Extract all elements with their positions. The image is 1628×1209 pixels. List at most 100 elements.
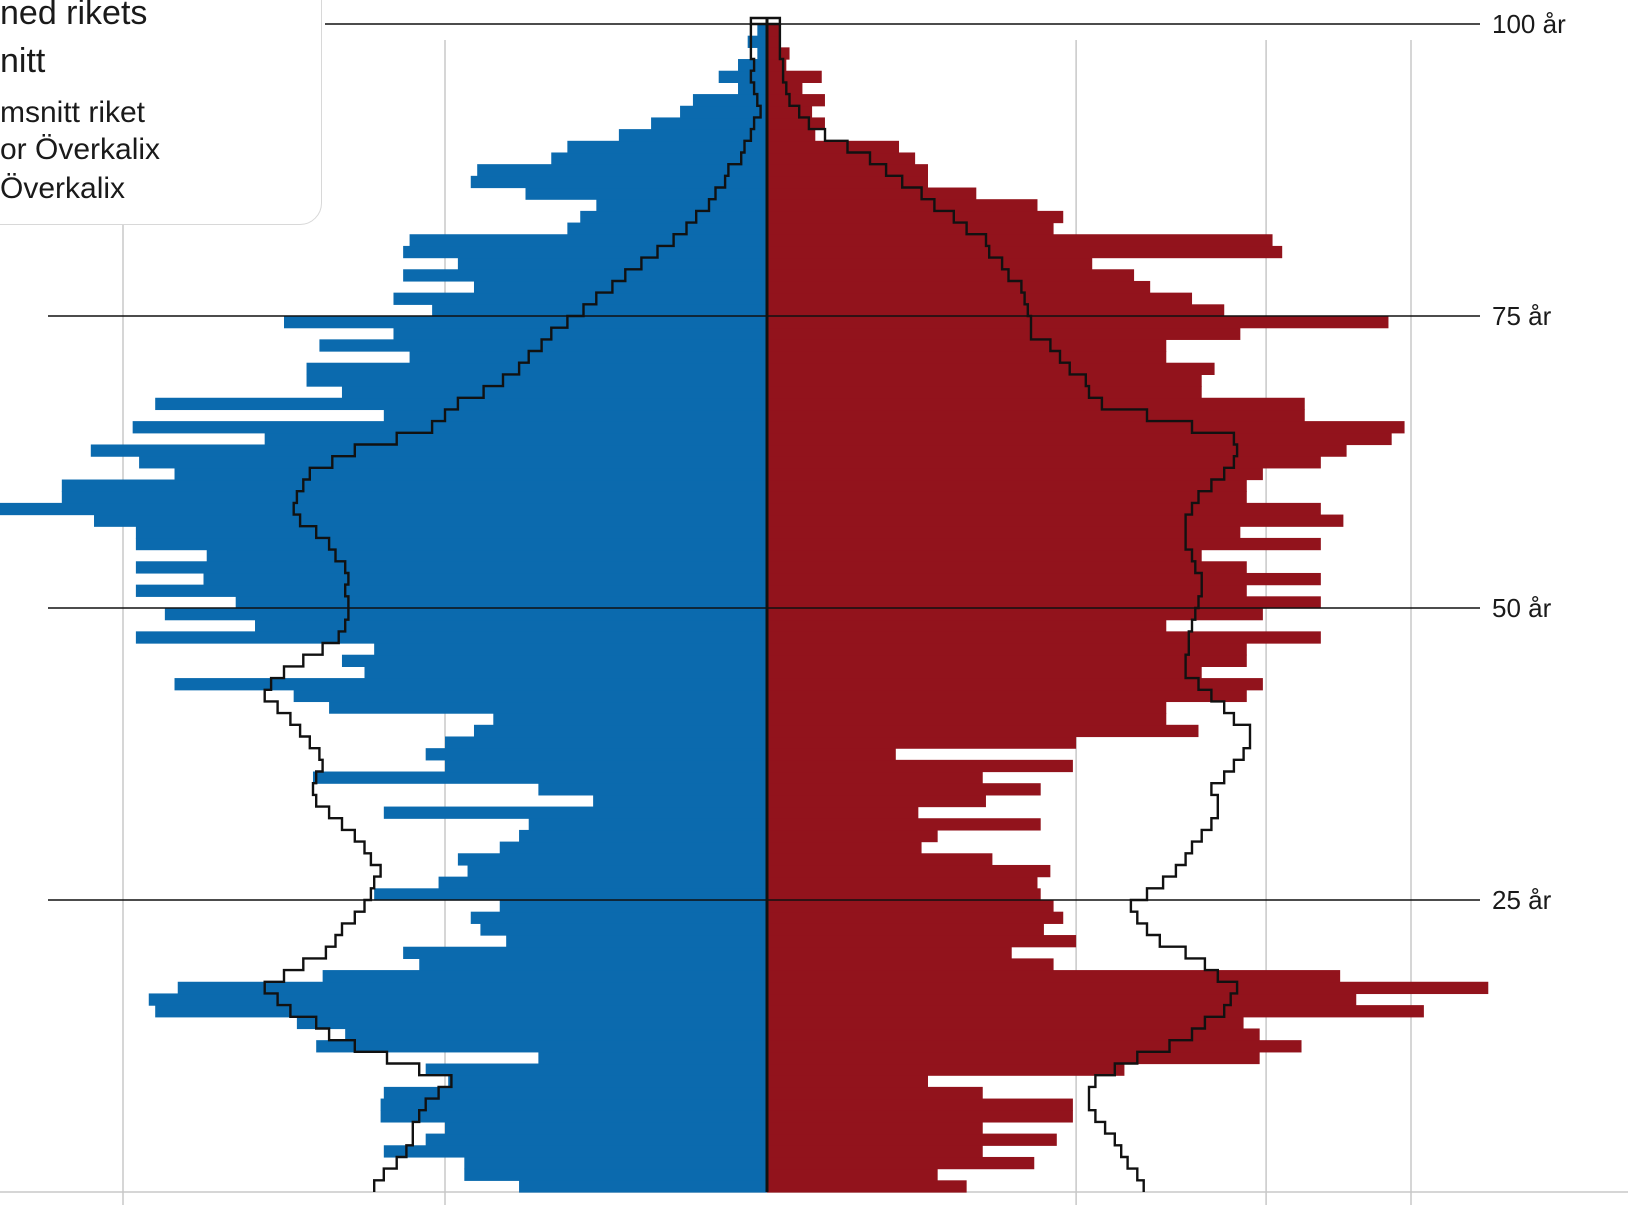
bar-women-age-10: [767, 1063, 1125, 1076]
bar-men-age-63: [90, 444, 768, 457]
bar-women-age-30: [767, 829, 938, 843]
bar-women-age-99: [767, 24, 780, 37]
bar-men-age-32: [383, 806, 767, 819]
bar-women-age-78: [767, 269, 1135, 282]
outline-men: [263, 24, 762, 1192]
bar-women-age-33: [767, 794, 986, 808]
bar-women-age-42: [767, 689, 1247, 703]
bar-women-age-63: [767, 444, 1347, 457]
bar-men-age-14: [296, 1016, 767, 1030]
bar-women-age-21: [767, 935, 1077, 948]
bar-men-age-93: [692, 94, 767, 107]
bar-men-age-83: [580, 210, 767, 224]
bar-men-age-43: [174, 678, 767, 691]
bar-women-age-72: [767, 339, 1167, 352]
bar-men-age-77: [473, 280, 767, 294]
age-label-100: 100 år: [1492, 9, 1566, 39]
age-label-75: 75 år: [1492, 301, 1552, 331]
bar-women-age-68: [767, 386, 1202, 399]
bar-women-age-56: [767, 526, 1241, 539]
outline-women: [778, 24, 1252, 1192]
bar-men-age-87: [477, 164, 767, 177]
bar-men-age-46: [374, 643, 767, 656]
bar-men-age-65: [132, 421, 767, 434]
bar-women-age-51: [767, 584, 1247, 597]
bar-women-age-88: [767, 152, 916, 165]
bar-men-age-35: [312, 771, 767, 784]
bar-women-age-4: [767, 1133, 1057, 1146]
bar-women-age-16: [767, 993, 1357, 1006]
bar-women-age-27: [767, 864, 1051, 878]
bar-women-age-47: [767, 631, 1321, 644]
bar-men-age-8: [383, 1086, 767, 1100]
bar-women-age-98: [767, 35, 780, 48]
bar-men-age-53: [135, 561, 767, 574]
bar-women-age-84: [767, 199, 1038, 212]
bar-men-age-97: [757, 47, 767, 60]
bar-men-age-75: [432, 304, 767, 317]
bar-women-age-83: [767, 210, 1064, 224]
bar-men-age-78: [403, 269, 767, 282]
bar-women-age-40: [767, 713, 1167, 726]
bar-women-age-89: [767, 140, 900, 154]
bar-men-age-3: [383, 1145, 767, 1158]
bar-men-age-56: [135, 526, 767, 539]
bar-women-age-87: [767, 164, 928, 177]
bar-men-age-47: [135, 631, 767, 644]
bar-men-age-95: [718, 70, 767, 83]
bar-men-age-28: [457, 853, 767, 866]
bar-men-age-10: [425, 1063, 767, 1076]
bar-women-age-5: [767, 1121, 983, 1135]
bar-women-age-34: [767, 783, 1041, 796]
bar-men-age-73: [393, 327, 767, 340]
bar-men-age-17: [177, 981, 768, 995]
bar-men-age-82: [567, 222, 767, 235]
bar-women-age-8: [767, 1086, 983, 1100]
bar-men-age-4: [425, 1133, 767, 1146]
bar-men-age-37: [425, 748, 767, 761]
bar-men-age-50: [235, 596, 767, 609]
bar-women-age-94: [767, 82, 803, 95]
bar-women-age-44: [767, 666, 1202, 679]
bar-men-age-18: [322, 970, 767, 983]
bar-men-age-67: [155, 397, 767, 411]
bar-men-age-7: [380, 1098, 767, 1111]
bar-men-age-74: [284, 316, 767, 329]
bar-women-age-38: [767, 736, 1077, 749]
bar-men-age-41: [329, 701, 767, 714]
bar-men-age-51: [135, 584, 767, 597]
bar-women-age-90: [767, 129, 816, 142]
men-bars: [0, 24, 768, 1193]
bar-men-age-27: [467, 864, 767, 878]
bar-men-age-90: [618, 129, 767, 142]
bar-women-age-35: [767, 771, 983, 784]
bar-men-age-85: [525, 187, 767, 200]
bar-men-age-72: [319, 339, 767, 352]
bar-men-age-1: [464, 1168, 767, 1181]
bar-men-age-9: [448, 1075, 767, 1088]
bar-men-age-16: [148, 993, 767, 1006]
bar-men-age-45: [341, 654, 767, 667]
bar-women-age-81: [767, 234, 1273, 247]
bar-women-age-48: [767, 619, 1167, 632]
bar-women-age-82: [767, 222, 1054, 235]
bar-women-age-77: [767, 280, 1151, 294]
bar-men-age-64: [264, 432, 767, 446]
bar-women-age-22: [767, 923, 1044, 936]
bar-men-age-15: [155, 1005, 767, 1018]
bar-men-age-19: [419, 958, 767, 971]
bar-men-age-62: [139, 456, 768, 469]
bar-men-age-29: [499, 841, 767, 854]
bar-women-age-41: [767, 701, 1167, 714]
bar-men-age-24: [499, 900, 767, 913]
bar-men-age-66: [383, 409, 767, 422]
bar-men-age-70: [306, 362, 767, 375]
bar-men-age-48: [255, 619, 767, 632]
bar-men-age-12: [316, 1040, 767, 1053]
bar-women-age-24: [767, 900, 1054, 913]
bar-women-age-17: [767, 981, 1489, 995]
bar-women-age-19: [767, 958, 1054, 971]
bar-men-age-98: [747, 35, 767, 48]
bar-women-age-0: [767, 1180, 967, 1193]
